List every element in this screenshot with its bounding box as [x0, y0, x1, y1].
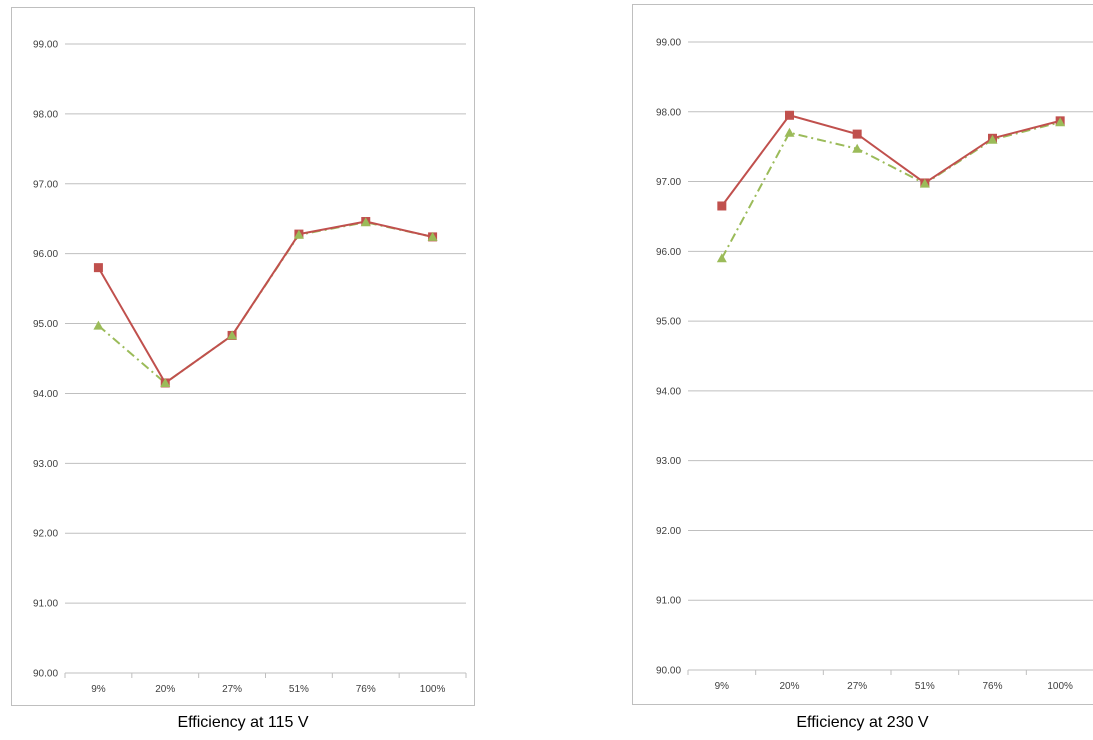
x-tick-label: 27% [847, 681, 867, 692]
efficiency-230v-chart: 90.00 91.00 92.00 93.00 94.00 95.00 96.00 97.00… [632, 4, 1093, 705]
y-tick-label: 90.00 [656, 666, 681, 677]
y-tick-label: 91.00 [656, 596, 681, 607]
y-tick-label: 92.00 [33, 529, 58, 540]
y-tick-label: 98.00 [656, 107, 681, 118]
data-point-triangle [293, 229, 304, 239]
x-tick-label: 100% [1047, 681, 1073, 692]
y-tick-label: 99.00 [656, 38, 681, 49]
data-point-triangle [716, 253, 727, 263]
y-tick-label: 95.00 [656, 317, 681, 328]
x-tick-label: 51% [915, 681, 935, 692]
chart-caption-230v: Efficiency at 230 V [796, 714, 929, 731]
x-tick-label: 9% [91, 684, 106, 695]
data-point-square [785, 110, 794, 120]
y-tick-label: 97.00 [656, 177, 681, 188]
series-line-red [97, 220, 433, 384]
x-tick-label: 100% [420, 684, 446, 695]
series-line-green [97, 221, 433, 384]
data-point-triangle [1055, 117, 1066, 127]
series-line-green [720, 121, 1061, 259]
y-tick-label: 91.00 [33, 599, 58, 610]
data-point-triangle [784, 127, 795, 137]
chart-plot-230v: 90.00 91.00 92.00 93.00 94.00 95.00 96.00 97.00… [656, 38, 1093, 692]
data-point-triangle [919, 178, 930, 188]
efficiency-115v-chart: 90.00 91.00 92.00 93.00 94.00 95.00 96.00 97.00… [11, 7, 475, 706]
data-point-triangle [427, 231, 438, 241]
x-tick-label: 76% [356, 684, 376, 695]
y-tick-label: 99.00 [33, 40, 58, 51]
data-point-triangle [852, 143, 863, 153]
x-tick-label: 20% [779, 681, 799, 692]
data-point-square [93, 263, 103, 273]
y-tick-label: 94.00 [656, 386, 681, 397]
data-point-triangle [360, 217, 371, 227]
y-tick-label: 98.00 [33, 109, 58, 120]
data-point-triangle [160, 377, 171, 387]
x-tick-label: 9% [715, 681, 730, 692]
y-tick-label: 93.00 [656, 456, 681, 467]
chart-caption-115v: Efficiency at 115 V [177, 714, 309, 731]
y-tick-label: 95.00 [33, 319, 58, 330]
y-tick-label: 97.00 [33, 179, 58, 190]
chart-plot-115v: 90.00 91.00 92.00 93.00 94.00 95.00 96.00 97.00… [33, 40, 467, 695]
series-line-red [721, 114, 1061, 207]
x-tick-label: 20% [155, 684, 175, 695]
data-point-triangle [227, 330, 238, 340]
y-tick-label: 90.00 [33, 669, 58, 680]
y-tick-label: 96.00 [656, 247, 681, 258]
x-tick-label: 27% [222, 684, 242, 695]
data-point-square [852, 129, 862, 139]
data-point-triangle [93, 320, 104, 330]
data-point-triangle [987, 134, 998, 144]
data-point-square [717, 201, 727, 211]
y-tick-label: 93.00 [33, 459, 58, 470]
x-tick-label: 76% [982, 681, 1002, 692]
x-tick-label: 51% [289, 684, 309, 695]
y-tick-label: 94.00 [33, 389, 58, 400]
y-tick-label: 96.00 [33, 249, 58, 260]
y-tick-label: 92.00 [656, 526, 681, 537]
